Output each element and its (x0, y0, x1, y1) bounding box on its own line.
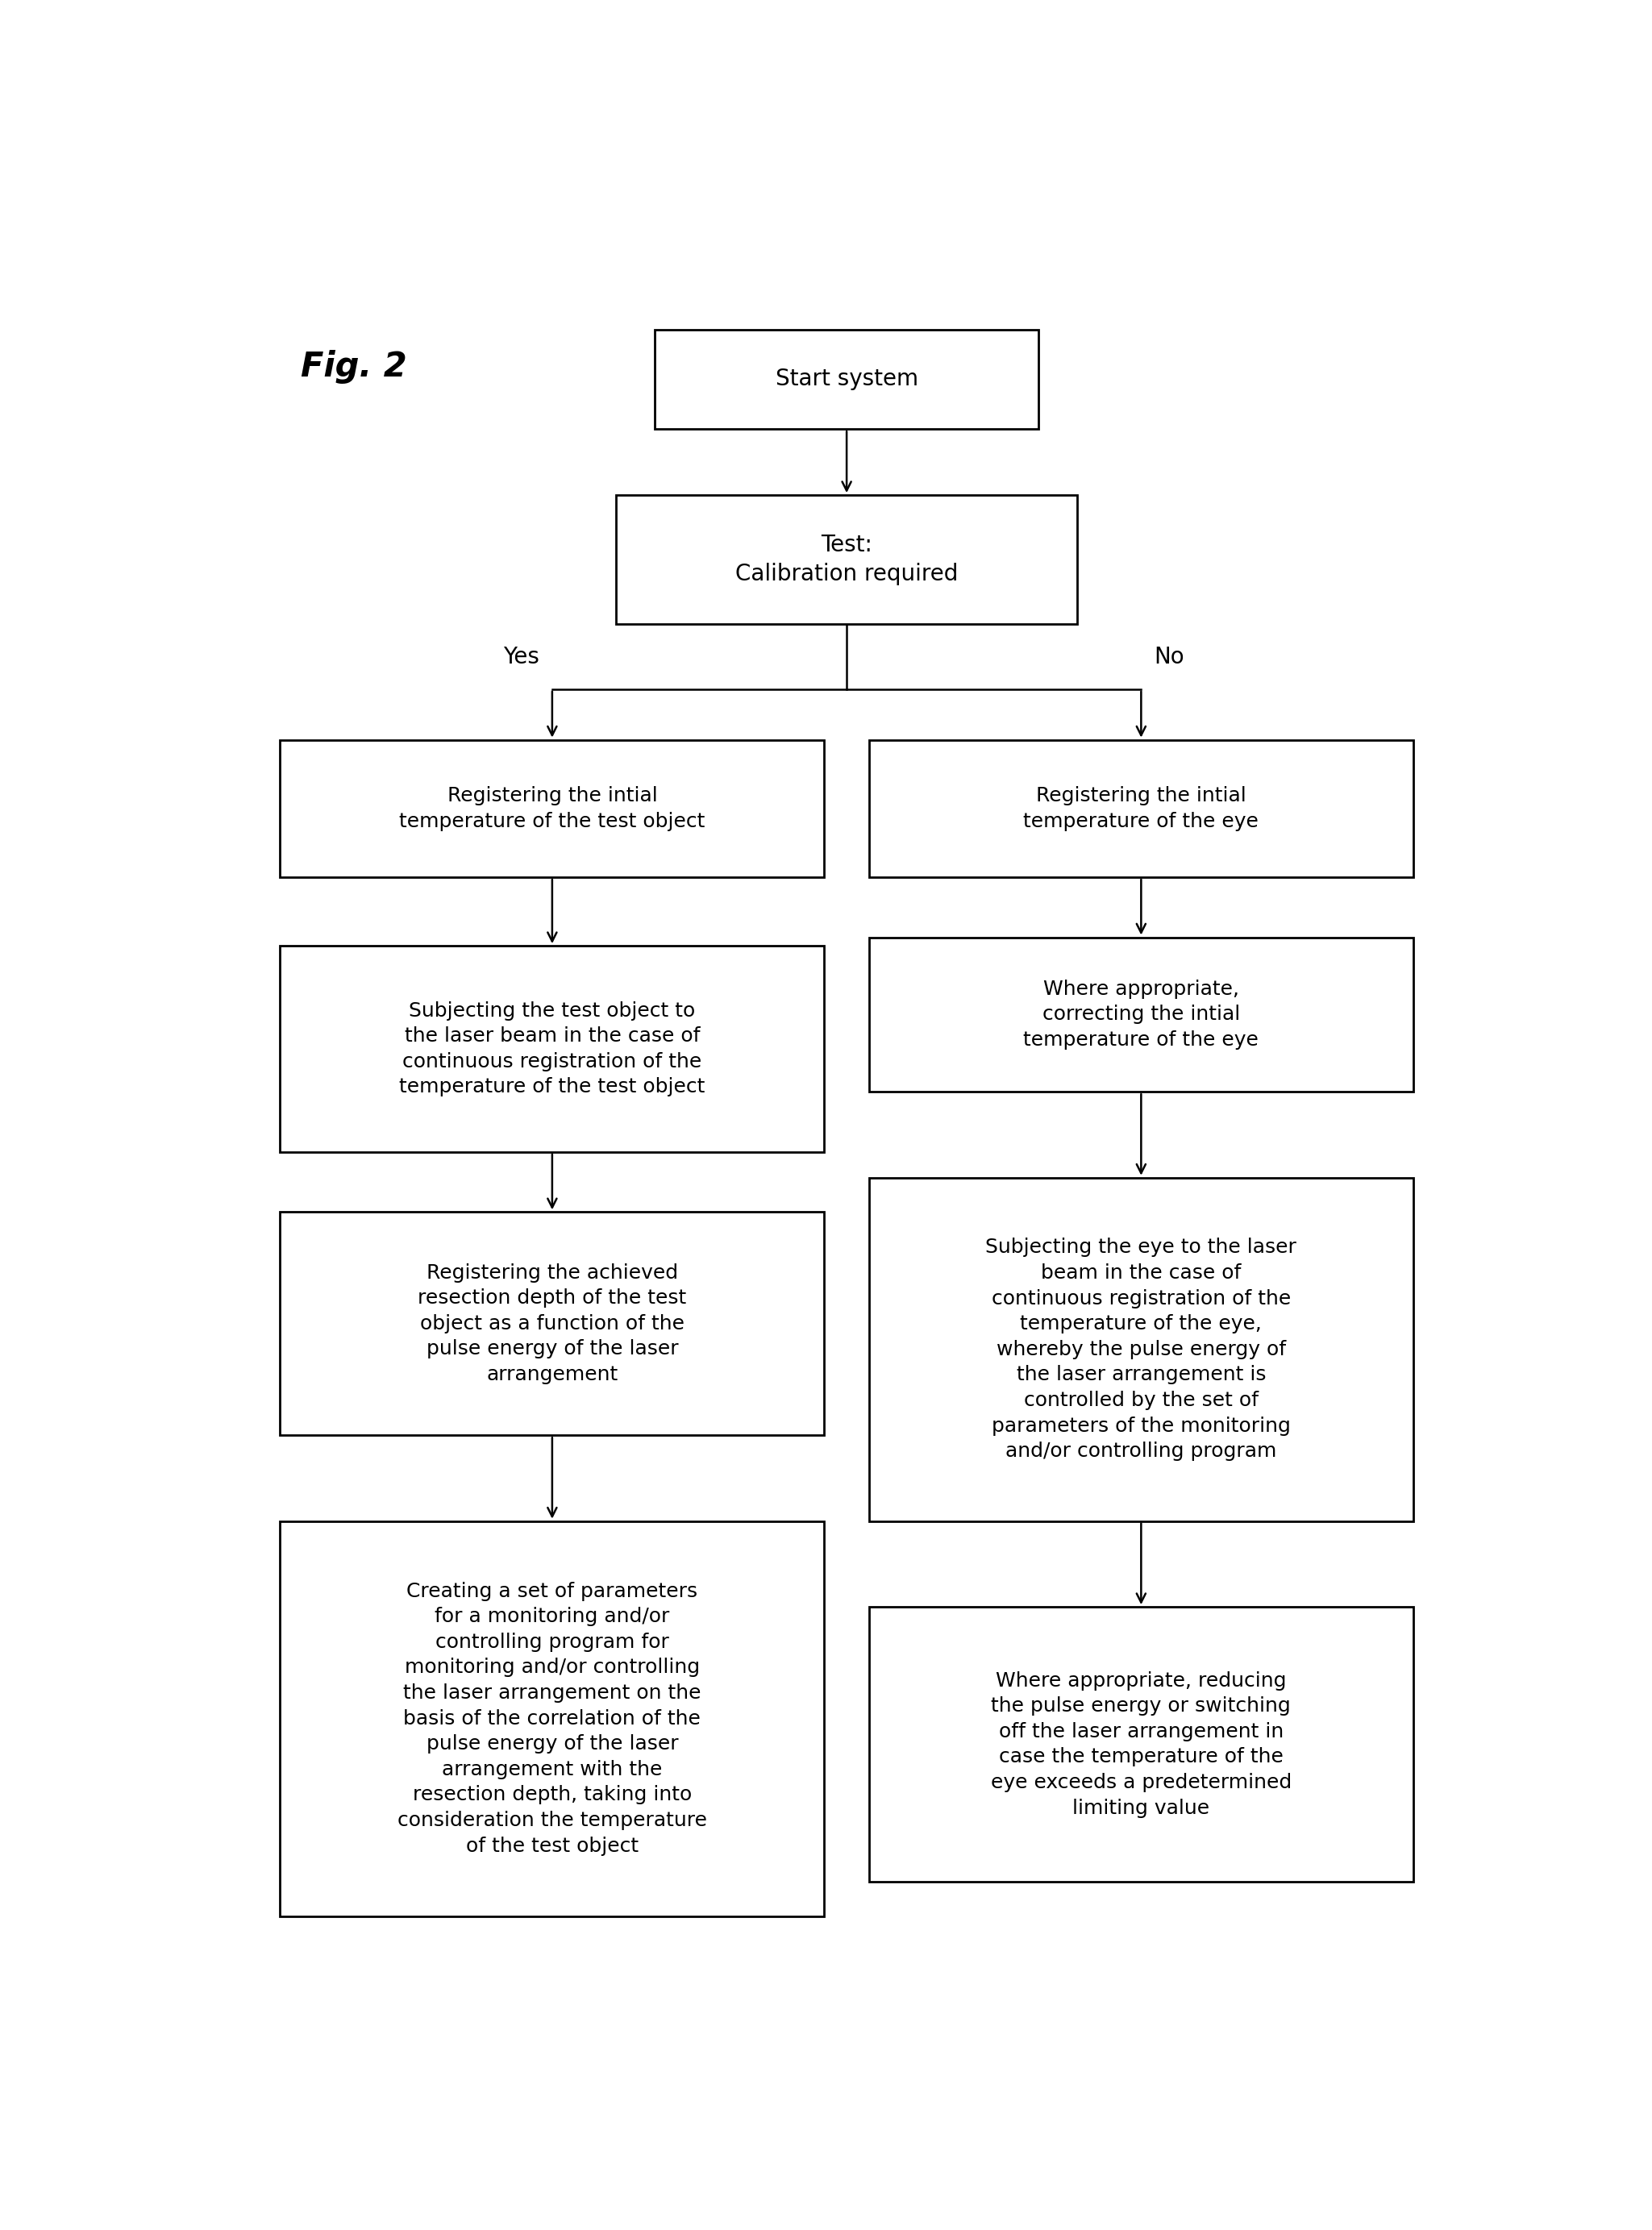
Text: Test:
Calibration required: Test: Calibration required (735, 533, 958, 586)
Text: Where appropriate,
correcting the intial
temperature of the eye: Where appropriate, correcting the intial… (1024, 979, 1259, 1050)
FancyBboxPatch shape (616, 495, 1077, 624)
FancyBboxPatch shape (281, 1213, 824, 1436)
Text: Creating a set of parameters
for a monitoring and/or
controlling program for
mon: Creating a set of parameters for a monit… (398, 1581, 707, 1855)
Text: Registering the achieved
resection depth of the test
object as a function of the: Registering the achieved resection depth… (418, 1262, 687, 1385)
Text: Yes: Yes (504, 647, 539, 669)
Text: Start system: Start system (775, 368, 919, 390)
FancyBboxPatch shape (281, 740, 824, 876)
FancyBboxPatch shape (869, 740, 1412, 876)
FancyBboxPatch shape (281, 946, 824, 1153)
Text: Registering the intial
temperature of the eye: Registering the intial temperature of th… (1024, 785, 1259, 832)
Text: Fig. 2: Fig. 2 (301, 350, 406, 384)
FancyBboxPatch shape (281, 1521, 824, 1916)
FancyBboxPatch shape (869, 1608, 1412, 1882)
Text: No: No (1153, 647, 1184, 669)
Text: Where appropriate, reducing
the pulse energy or switching
off the laser arrangem: Where appropriate, reducing the pulse en… (991, 1670, 1292, 1817)
FancyBboxPatch shape (654, 330, 1039, 428)
FancyBboxPatch shape (869, 1177, 1412, 1521)
Text: Subjecting the test object to
the laser beam in the case of
continuous registrat: Subjecting the test object to the laser … (400, 1001, 705, 1097)
Text: Subjecting the eye to the laser
beam in the case of
continuous registration of t: Subjecting the eye to the laser beam in … (986, 1238, 1297, 1461)
Text: Registering the intial
temperature of the test object: Registering the intial temperature of th… (400, 785, 705, 832)
FancyBboxPatch shape (869, 937, 1412, 1093)
